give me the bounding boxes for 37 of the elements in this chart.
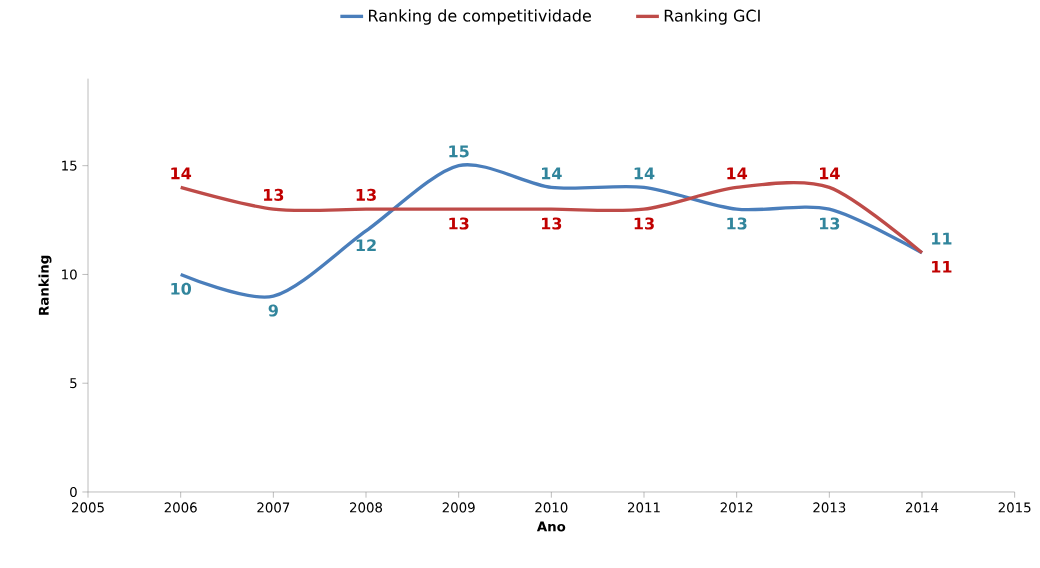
- y-tick-label: 5: [70, 378, 77, 389]
- legend-label: Ranking GCI: [664, 9, 760, 25]
- y-tick-label: 10: [62, 269, 77, 280]
- data-label: 12: [356, 239, 376, 252]
- data-label: 11: [932, 260, 952, 273]
- x-tick-label: 2013: [813, 502, 846, 513]
- x-tick-label: 2005: [72, 502, 104, 513]
- data-label: 14: [634, 167, 655, 180]
- data-label: 10: [171, 282, 192, 295]
- x-tick-label: 2009: [442, 502, 475, 513]
- data-label: 14: [727, 167, 748, 180]
- x-tick-label: 2012: [720, 502, 753, 513]
- data-label: 15: [449, 145, 469, 158]
- data-label: 14: [542, 167, 562, 180]
- x-tick-label: 2006: [164, 502, 197, 513]
- data-label: 13: [264, 188, 284, 201]
- x-tick-label: 2010: [535, 502, 568, 513]
- data-label: 11: [932, 232, 952, 245]
- x-axis-title: Ano: [536, 521, 566, 532]
- data-label: 13: [727, 217, 747, 230]
- y-axis-title: Ranking: [38, 255, 52, 315]
- x-tick-label: 2007: [257, 502, 290, 513]
- y-tick-label: 0: [70, 486, 77, 498]
- x-tick-label: 2014: [906, 502, 939, 513]
- x-tick-label: 2011: [628, 502, 660, 513]
- y-tick-label: 15: [62, 160, 77, 171]
- x-tick-label: 2015: [998, 502, 1031, 513]
- data-label: 13: [820, 217, 840, 230]
- data-label: 13: [542, 217, 562, 230]
- data-label: 13: [356, 188, 376, 201]
- x-tick-label: 2008: [350, 502, 383, 513]
- data-label: 13: [449, 217, 469, 230]
- data-label: 14: [820, 167, 840, 180]
- data-label: 13: [634, 217, 654, 230]
- data-label: 14: [171, 167, 192, 180]
- data-label: 9: [268, 304, 278, 317]
- legend-label: Ranking de competitividade: [369, 9, 591, 25]
